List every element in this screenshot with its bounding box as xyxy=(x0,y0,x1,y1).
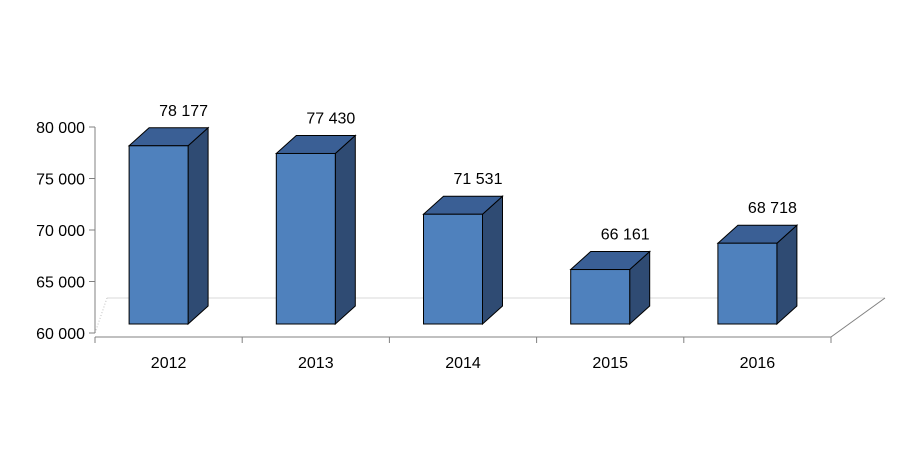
bar-front xyxy=(128,145,189,325)
data-label: 68 718 xyxy=(748,200,797,217)
y-tick-label: 75 000 xyxy=(36,172,85,189)
bar xyxy=(716,224,799,326)
bar-side xyxy=(187,126,209,326)
data-label: 78 177 xyxy=(159,103,208,120)
bar-side xyxy=(482,195,503,326)
bar xyxy=(422,195,504,326)
bar xyxy=(569,250,652,326)
data-label: 66 161 xyxy=(601,227,650,244)
bar-front xyxy=(423,213,483,325)
x-tick-label: 2016 xyxy=(740,355,776,372)
bar-front xyxy=(570,269,631,325)
chart-labels: 60 000 65 000 70 000 75 000 80 000 78 177 2012… xyxy=(36,103,797,372)
data-label: 71 531 xyxy=(454,171,503,188)
bar-side xyxy=(334,134,356,326)
x-tick-label: 2014 xyxy=(445,355,481,372)
bar xyxy=(274,134,357,326)
chart-bars xyxy=(127,126,799,326)
x-tick-label: 2012 xyxy=(151,355,187,372)
floor-right-edge xyxy=(830,297,886,338)
bar-front xyxy=(275,152,336,325)
chart-axes xyxy=(89,126,832,343)
bar-front xyxy=(717,242,778,325)
data-label: 77 430 xyxy=(306,110,355,127)
floor-left-edge xyxy=(94,297,108,334)
bar xyxy=(127,126,210,326)
y-tick-label: 65 000 xyxy=(36,275,85,292)
y-tick-label: 60 000 xyxy=(36,326,85,343)
x-tick-label: 2015 xyxy=(592,355,628,372)
x-tick-label: 2013 xyxy=(298,355,334,372)
y-tick-label: 70 000 xyxy=(36,223,85,240)
y-tick-label: 80 000 xyxy=(36,120,85,137)
